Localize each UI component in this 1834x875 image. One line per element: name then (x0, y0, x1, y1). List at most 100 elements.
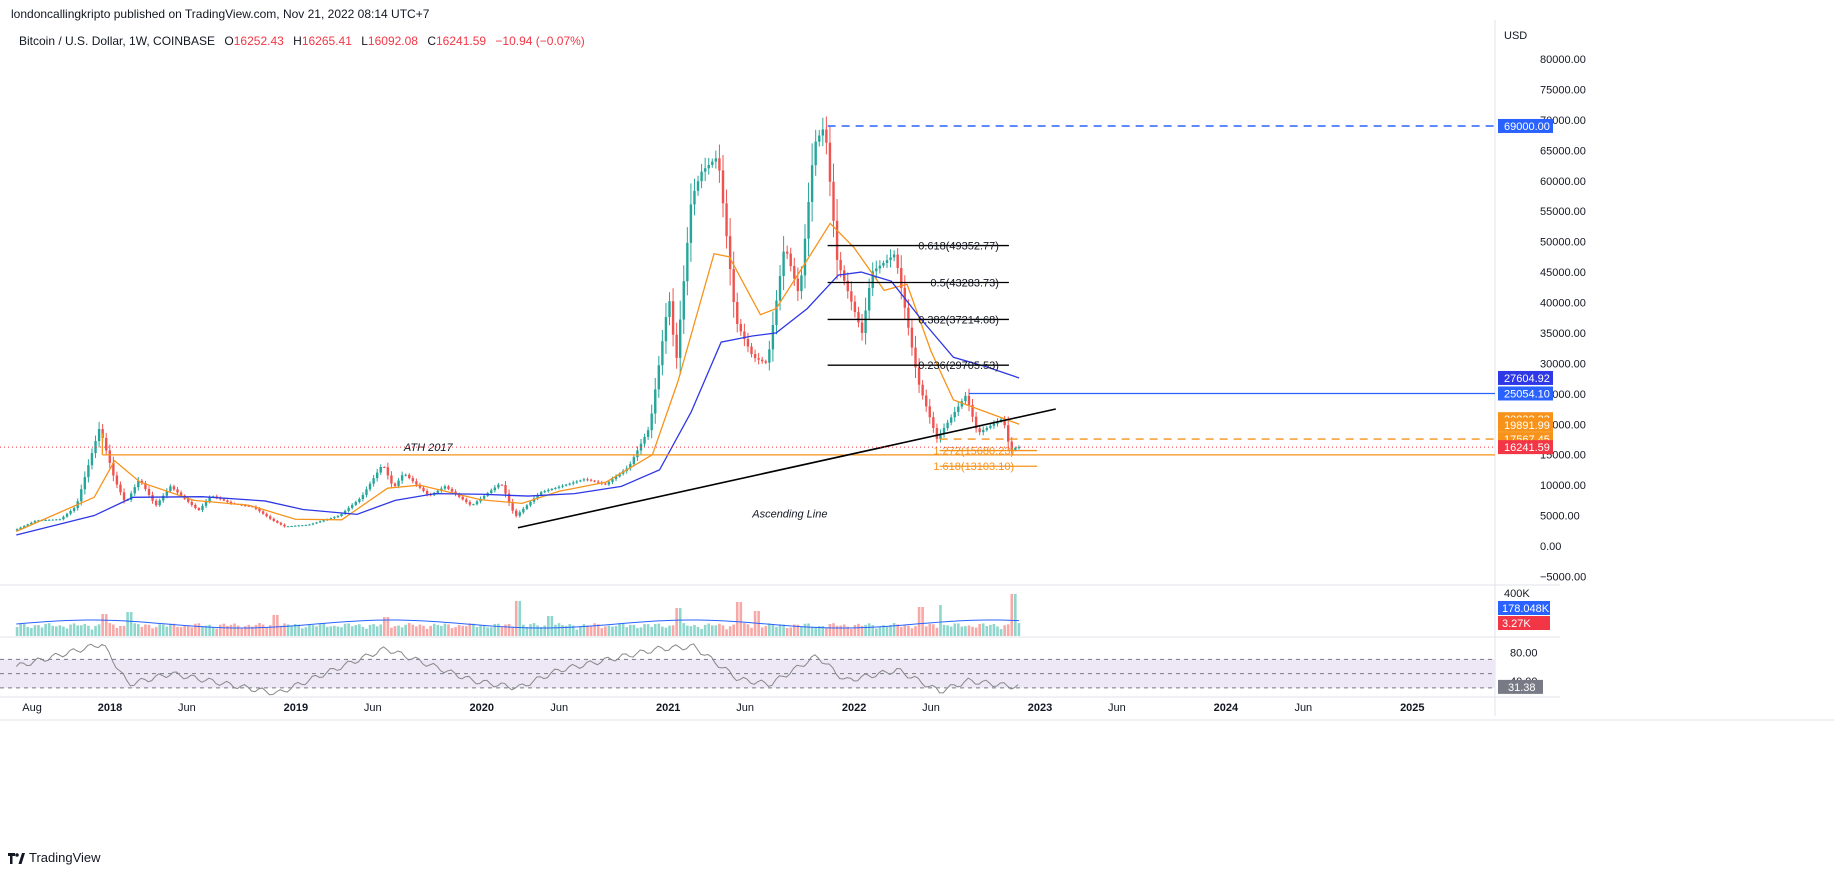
volume-bar (179, 627, 183, 636)
volume-bar (700, 628, 703, 636)
candle-body (989, 425, 992, 428)
candle-body (97, 429, 101, 442)
volume-bar (79, 625, 83, 636)
candle-body (1003, 419, 1006, 426)
volume-bar (204, 625, 208, 636)
candle-body (536, 494, 539, 499)
candle-body (1010, 441, 1013, 451)
volume-pane: 400K 178.048K 3.27K (15, 588, 1550, 636)
candle-body (693, 190, 696, 205)
candle-body (208, 497, 211, 502)
volume-bar (65, 628, 69, 636)
candle-body (554, 487, 557, 489)
volume-bar (354, 625, 358, 636)
candle-body (878, 265, 882, 269)
volume-bar (215, 628, 219, 636)
volume-bar (586, 625, 589, 636)
volume-bar (44, 623, 47, 636)
volume-bar (22, 623, 26, 636)
volume-bar (917, 607, 921, 636)
volume-bar (497, 623, 500, 636)
candle-body (757, 358, 760, 360)
volume-bar (333, 625, 336, 636)
volume-bar (90, 629, 94, 636)
volume-bar (382, 617, 386, 636)
candle-body (889, 257, 892, 261)
candle-body (347, 507, 350, 511)
volume-bar (985, 626, 989, 636)
volume-bar (286, 624, 290, 636)
volume-bar (19, 624, 22, 636)
volume-bar (468, 623, 472, 636)
price-badge (1498, 386, 1553, 401)
time-axis[interactable]: Aug 2018 Jun 2019 Jun 2020 Jun 2021 Jun 2022 Jun 20… (22, 702, 1424, 714)
candle-body (115, 475, 119, 485)
candle-body (33, 521, 37, 523)
volume-bar (739, 602, 743, 636)
candle-body (664, 317, 668, 342)
volume-bar (661, 626, 664, 636)
candle-body (896, 254, 899, 269)
volume-bar (112, 624, 115, 636)
price-badge (1498, 370, 1553, 385)
candle-body (204, 501, 208, 506)
candle-body (276, 520, 279, 523)
candle-body (921, 384, 924, 396)
candle-body (447, 486, 450, 489)
volume-bar (600, 628, 604, 636)
candle-body (732, 269, 735, 302)
volume-badge (1498, 616, 1550, 630)
volume-bar (422, 625, 425, 636)
volume-bar (108, 623, 112, 636)
candle-body (867, 288, 871, 311)
volume-bar (1010, 594, 1014, 636)
volume-bar (440, 625, 443, 636)
volume-bar (457, 625, 461, 636)
candle-body (746, 339, 750, 347)
volume-bar (725, 629, 728, 636)
volume-bar (1017, 623, 1021, 636)
volume-bar (358, 624, 361, 636)
candle-body (714, 158, 718, 162)
candle-body (1014, 447, 1017, 451)
candle-body (910, 327, 914, 348)
candle-body (518, 512, 521, 516)
volume-bar (792, 624, 796, 636)
candle-body (539, 492, 543, 495)
volume-bar (386, 617, 390, 636)
y-tick-label: 40000.00 (1540, 298, 1586, 310)
volume-bar (72, 623, 76, 636)
volume-bar (743, 623, 746, 636)
volume-bar (347, 623, 350, 636)
candle-body (636, 450, 639, 458)
candle-body (390, 475, 393, 484)
candle-body (857, 312, 860, 323)
rsi-badge (1498, 679, 1543, 694)
candle-body (511, 502, 514, 511)
candle-body (19, 527, 22, 530)
candle-body (504, 485, 507, 494)
candle-body (597, 481, 600, 483)
tradingview-footer[interactable]: TradingView (8, 850, 101, 865)
volume-bar (814, 626, 817, 636)
candle-body (700, 171, 703, 182)
rsi-badge-label: 31.38 (1508, 682, 1536, 694)
candle-body (946, 422, 949, 429)
volume-bar (336, 626, 340, 636)
volume-bar (874, 628, 878, 636)
volume-bar (807, 623, 810, 636)
price-badge-label: 69000.00 (1504, 121, 1550, 133)
candle-body (65, 513, 69, 517)
candle-body (892, 254, 896, 258)
volume-bar (443, 623, 447, 636)
x-tick-label: 2022 (842, 702, 866, 714)
candle-body (643, 436, 646, 444)
candle-body (329, 518, 333, 520)
volume-bar (290, 626, 293, 636)
volume-bar (825, 627, 828, 636)
volume-bar (596, 624, 600, 636)
volume-bar (828, 623, 832, 636)
price-axis[interactable]: USD80000.0075000.0070000.0065000.0060000… (1504, 30, 1586, 583)
volume-bar (154, 627, 158, 636)
